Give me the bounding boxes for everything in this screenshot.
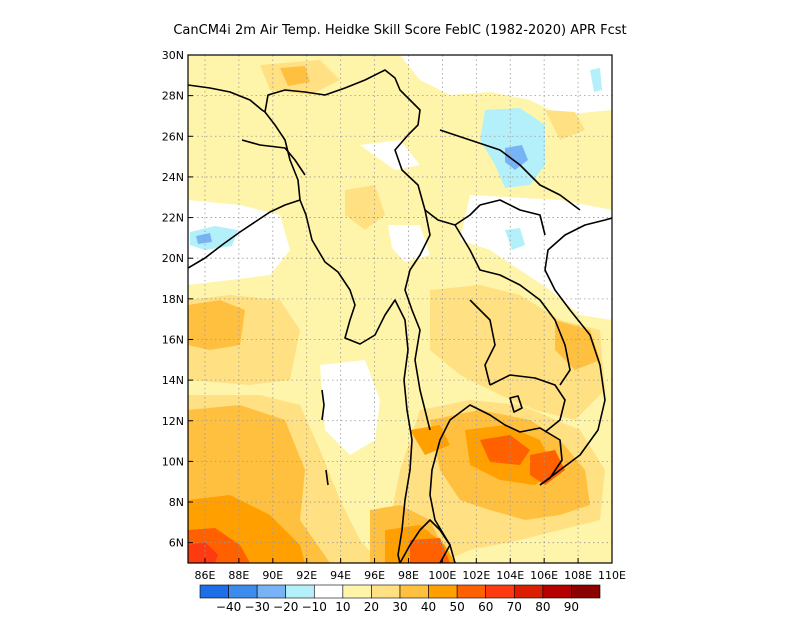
lon-tick-label: 102E (462, 569, 490, 582)
lat-tick-label: 8N (169, 496, 184, 509)
field-region-30-central (345, 185, 385, 230)
colorbar-label: −10 (302, 600, 327, 614)
colorbar-swatch (428, 584, 458, 599)
field-region-neg10-west (190, 226, 238, 250)
field-region-60-peninsula (410, 538, 450, 563)
field-region-neg20-china (505, 145, 528, 170)
colorbar-label: 50 (450, 600, 465, 614)
colorbar-label: 80 (535, 600, 550, 614)
skill-score-field (188, 55, 612, 563)
field-region-white-ne (360, 140, 420, 170)
lon-tick-label: 96E (364, 569, 385, 582)
lat-tick-label: 28N (162, 90, 184, 103)
field-region-40-north (280, 66, 310, 86)
border-myanmar-india (264, 69, 421, 201)
lon-tick-label: 108E (564, 569, 592, 582)
chart-title: CanCM4i 2m Air Temp. Heidke Skill Score … (173, 23, 626, 38)
lat-tick-label: 10N (162, 455, 184, 468)
lat-tick-label: 14N (162, 374, 184, 387)
field-region-70-south (188, 542, 218, 563)
lon-tick-label: 104E (496, 569, 524, 582)
lat-tick-label: 24N (162, 171, 184, 184)
colorbar-swatch (285, 584, 315, 599)
colorbar-label: 10 (335, 600, 350, 614)
coastline-gulf-of-thailand (429, 404, 563, 563)
field-region-neg20-west (196, 233, 212, 244)
coastline-vietnam (539, 217, 612, 486)
colorbar-label: −20 (273, 600, 298, 614)
lon-tick-label: 98E (398, 569, 419, 582)
border-india-bangladesh (241, 139, 306, 176)
border-thailand-laos (469, 299, 496, 386)
lat-tick-label: 6N (169, 537, 184, 550)
colorbar-swatch (485, 584, 515, 599)
lon-tick-label: 110E (598, 569, 626, 582)
colorbar-swatch (571, 584, 601, 599)
field-region-white-west (188, 200, 290, 285)
colorbar-label: 40 (421, 600, 436, 614)
colorbar-swatch (513, 584, 544, 599)
field-region-60-vietnam (530, 450, 565, 485)
field-region-40-bay (188, 300, 245, 350)
andaman-islands (321, 389, 329, 486)
lon-tick-label: 88E (228, 569, 249, 582)
colorbar-swatch (228, 584, 258, 599)
field-region-white-myanmar (388, 225, 430, 262)
gridlines (188, 55, 612, 563)
coastlines-and-borders (188, 69, 612, 563)
colorbar: −40 −30 −20 −10 10 20 30 40 50 60 70 80 90 (199, 584, 601, 614)
lon-tick-label: 94E (330, 569, 351, 582)
latitude-axis: 30N 28N 26N 24N 22N 20N 18N 16N 14N 12N 10N 8N 6N (162, 49, 193, 550)
colorbar-swatch (399, 584, 429, 599)
colorbar-label: 70 (507, 600, 522, 614)
colorbar-label: 20 (364, 600, 379, 614)
colorbar-swatch (456, 584, 487, 599)
border-myanmar-thailand (404, 209, 431, 431)
border-laos (454, 224, 571, 386)
field-region-white-north (400, 55, 612, 115)
field-region-white-andaman (320, 360, 380, 455)
lat-tick-label: 16N (162, 333, 184, 346)
colorbar-swatch (256, 584, 287, 599)
longitude-axis: 86E 88E 90E 92E 94E 96E 98E 100E 102E 104E 106E 108… (194, 558, 626, 582)
colorbar-label: 60 (478, 600, 493, 614)
lon-tick-label: 86E (194, 569, 215, 582)
colorbar-swatch (313, 584, 344, 599)
lon-tick-label: 92E (296, 569, 317, 582)
field-region-neg10-laos (505, 228, 525, 250)
malay-peninsula (399, 519, 456, 563)
map-frame (187, 54, 613, 564)
colorbar-label: 30 (392, 600, 407, 614)
lat-tick-label: 26N (162, 130, 184, 143)
colorbar-label: −30 (244, 600, 269, 614)
lon-tick-label: 90E (262, 569, 283, 582)
colorbar-swatch (199, 584, 229, 599)
colorbar-label: 90 (564, 600, 579, 614)
field-region-white-laos (460, 195, 612, 320)
lat-tick-label: 12N (162, 415, 184, 428)
field-region-neg10-ne (590, 68, 602, 92)
lat-tick-label: 22N (162, 212, 184, 225)
colorbar-swatch (542, 584, 572, 599)
coastline-bay-of-bengal (188, 199, 413, 563)
field-region-30-thailand (430, 285, 605, 420)
lon-tick-label: 106E (530, 569, 558, 582)
field-region-30-ne (545, 110, 585, 140)
lat-tick-label: 30N (162, 49, 184, 62)
colorbar-label: −40 (216, 600, 241, 614)
colorbar-swatch (342, 584, 372, 599)
field-region-50-andaman (410, 425, 450, 455)
border-china-interior (439, 129, 581, 211)
lat-tick-label: 20N (162, 252, 184, 265)
border-bhutan-nepal (188, 84, 266, 113)
colorbar-swatch (371, 584, 401, 599)
border-cambodia (489, 374, 566, 433)
lake-tonle-sap (509, 395, 523, 413)
field-region-60-gulf (480, 435, 530, 465)
lat-tick-label: 18N (162, 293, 184, 306)
lon-tick-label: 100E (428, 569, 456, 582)
border-laos-china (479, 199, 546, 236)
